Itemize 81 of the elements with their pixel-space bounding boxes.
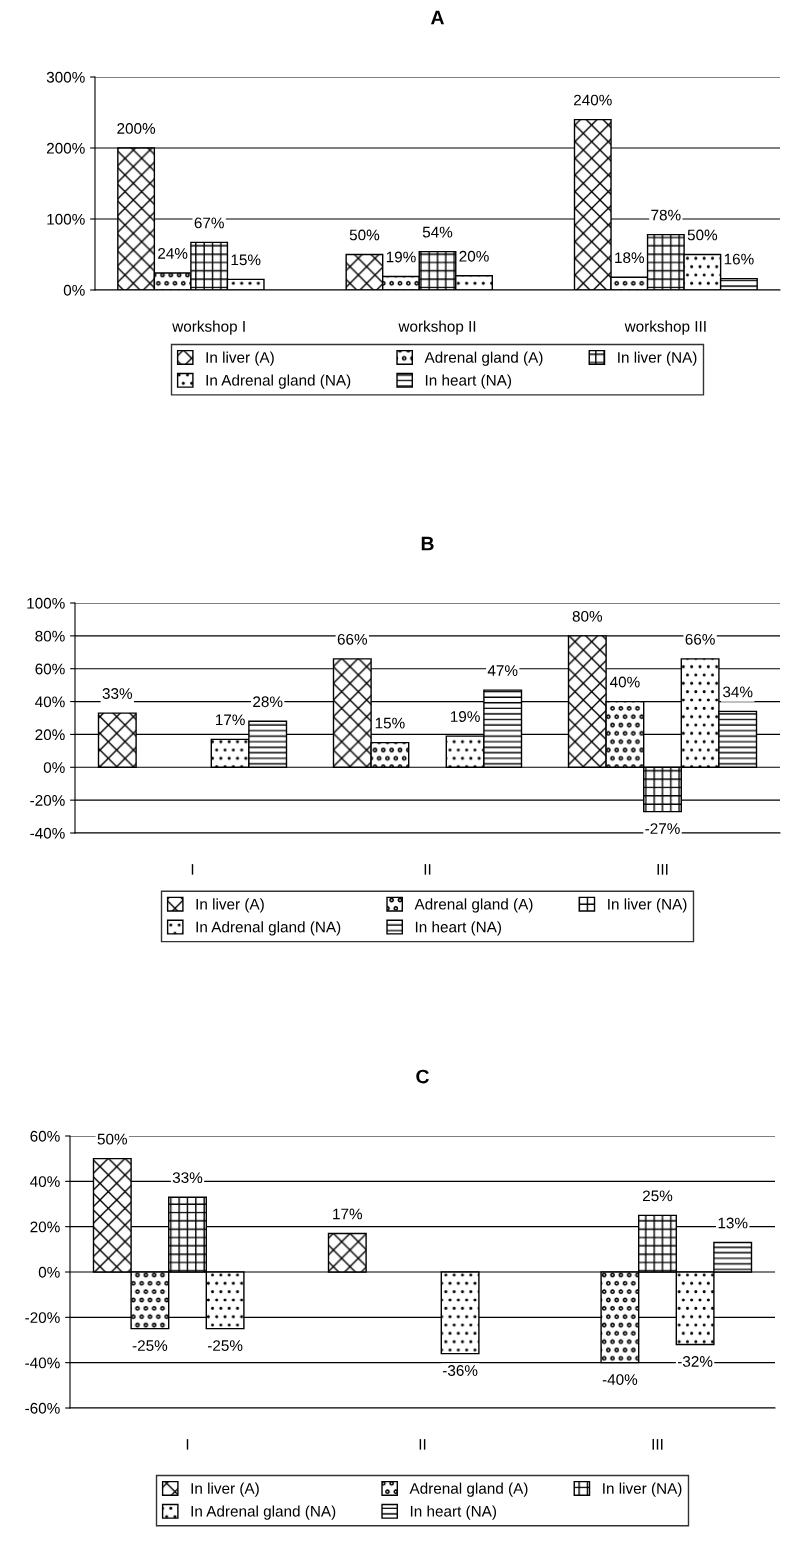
data-label: 18%: [615, 252, 645, 264]
data-label: -25%: [132, 1340, 168, 1351]
x-tick-label: workshop III: [624, 320, 706, 335]
data-label: 15%: [375, 717, 405, 729]
data-label: 80%: [572, 610, 603, 622]
x-tick-label: III: [657, 864, 668, 875]
data-label: 66%: [337, 633, 368, 645]
data-label: 50%: [97, 1133, 128, 1145]
y-tick-label: 0%: [63, 284, 85, 296]
data-label: 67%: [194, 217, 224, 229]
y-tick-label: -60%: [25, 1402, 60, 1414]
data-label: 17%: [215, 714, 245, 726]
y-tick-label: -40%: [25, 1357, 60, 1369]
chart-title: A: [430, 10, 445, 25]
data-label: -27%: [645, 823, 680, 834]
data-label: 28%: [253, 696, 283, 708]
y-tick-label: 60%: [35, 663, 65, 675]
legend-label: In Adrenal gland (NA): [196, 921, 341, 936]
y-tick-label: 80%: [35, 630, 65, 642]
data-label: -40%: [602, 1374, 638, 1385]
x-tick-label: II: [424, 864, 431, 875]
y-tick-label: 60%: [30, 1130, 60, 1142]
legend-label: In Adrenal gland (NA): [191, 1505, 336, 1520]
x-tick-label: II: [419, 1439, 426, 1450]
data-label: 19%: [450, 711, 480, 722]
data-label: 24%: [158, 248, 188, 259]
y-tick-label: -40%: [30, 827, 65, 839]
x-tick-label: III: [652, 1439, 663, 1450]
data-label: 34%: [722, 686, 753, 698]
data-label: 17%: [333, 1208, 363, 1220]
data-label: 16%: [724, 253, 754, 265]
y-tick-label: 100%: [47, 213, 85, 225]
data-label: 66%: [685, 633, 715, 645]
y-tick-label: 40%: [30, 1176, 60, 1188]
chart-title: B: [421, 536, 434, 551]
data-label: 33%: [102, 688, 133, 699]
x-tick-label: I: [191, 864, 194, 875]
y-tick-label: 40%: [35, 696, 65, 708]
legend-label: In liver (A): [206, 351, 274, 366]
y-tick-label: -20%: [25, 1312, 60, 1324]
y-tick-label: 20%: [30, 1221, 60, 1233]
y-tick-label: 0%: [38, 1266, 60, 1278]
legend-label: In heart (NA): [425, 374, 512, 389]
data-label: 50%: [687, 229, 718, 241]
legend-label: In heart (NA): [415, 921, 502, 936]
legend-label: In liver (NA): [618, 351, 697, 366]
data-label: -36%: [442, 1365, 478, 1376]
x-tick-label: workshop II: [398, 320, 476, 335]
data-label: 200%: [117, 123, 156, 134]
data-label: 20%: [459, 250, 489, 262]
data-label: 78%: [651, 209, 681, 221]
data-label: 33%: [172, 1172, 203, 1184]
y-tick-label: 0%: [43, 762, 65, 773]
y-tick-label: 300%: [46, 71, 85, 83]
x-tick-label: workshop I: [172, 320, 245, 335]
legend-label: In Adrenal gland (NA): [206, 374, 351, 389]
data-label: 47%: [487, 665, 518, 676]
y-tick-label: -20%: [30, 795, 65, 806]
chart-title: C: [416, 1069, 429, 1084]
y-tick-label: 20%: [35, 729, 65, 741]
data-label: 25%: [642, 1190, 673, 1202]
legend-label: Adrenal gland (A): [409, 1482, 528, 1497]
data-label: 19%: [386, 251, 416, 263]
data-label: 15%: [231, 254, 261, 266]
legend-label: In liver (NA): [608, 898, 687, 913]
data-label: 50%: [349, 229, 380, 241]
y-tick-label: 100%: [27, 597, 65, 609]
legend-label: In heart (NA): [410, 1505, 497, 1520]
data-label: 40%: [609, 676, 640, 688]
legend-label: In liver (A): [191, 1482, 259, 1497]
data-label: 13%: [718, 1217, 748, 1229]
data-label: 240%: [574, 94, 612, 106]
data-label: -32%: [677, 1356, 713, 1367]
legend-label: Adrenal gland (A): [414, 898, 533, 913]
data-label: -25%: [207, 1340, 243, 1351]
legend-label: In liver (A): [196, 898, 264, 913]
legend-label: Adrenal gland (A): [424, 351, 543, 366]
x-tick-label: I: [186, 1439, 189, 1450]
legend-label: In liver (NA): [603, 1482, 682, 1497]
y-tick-label: 200%: [46, 142, 85, 154]
data-label: 54%: [422, 226, 453, 238]
